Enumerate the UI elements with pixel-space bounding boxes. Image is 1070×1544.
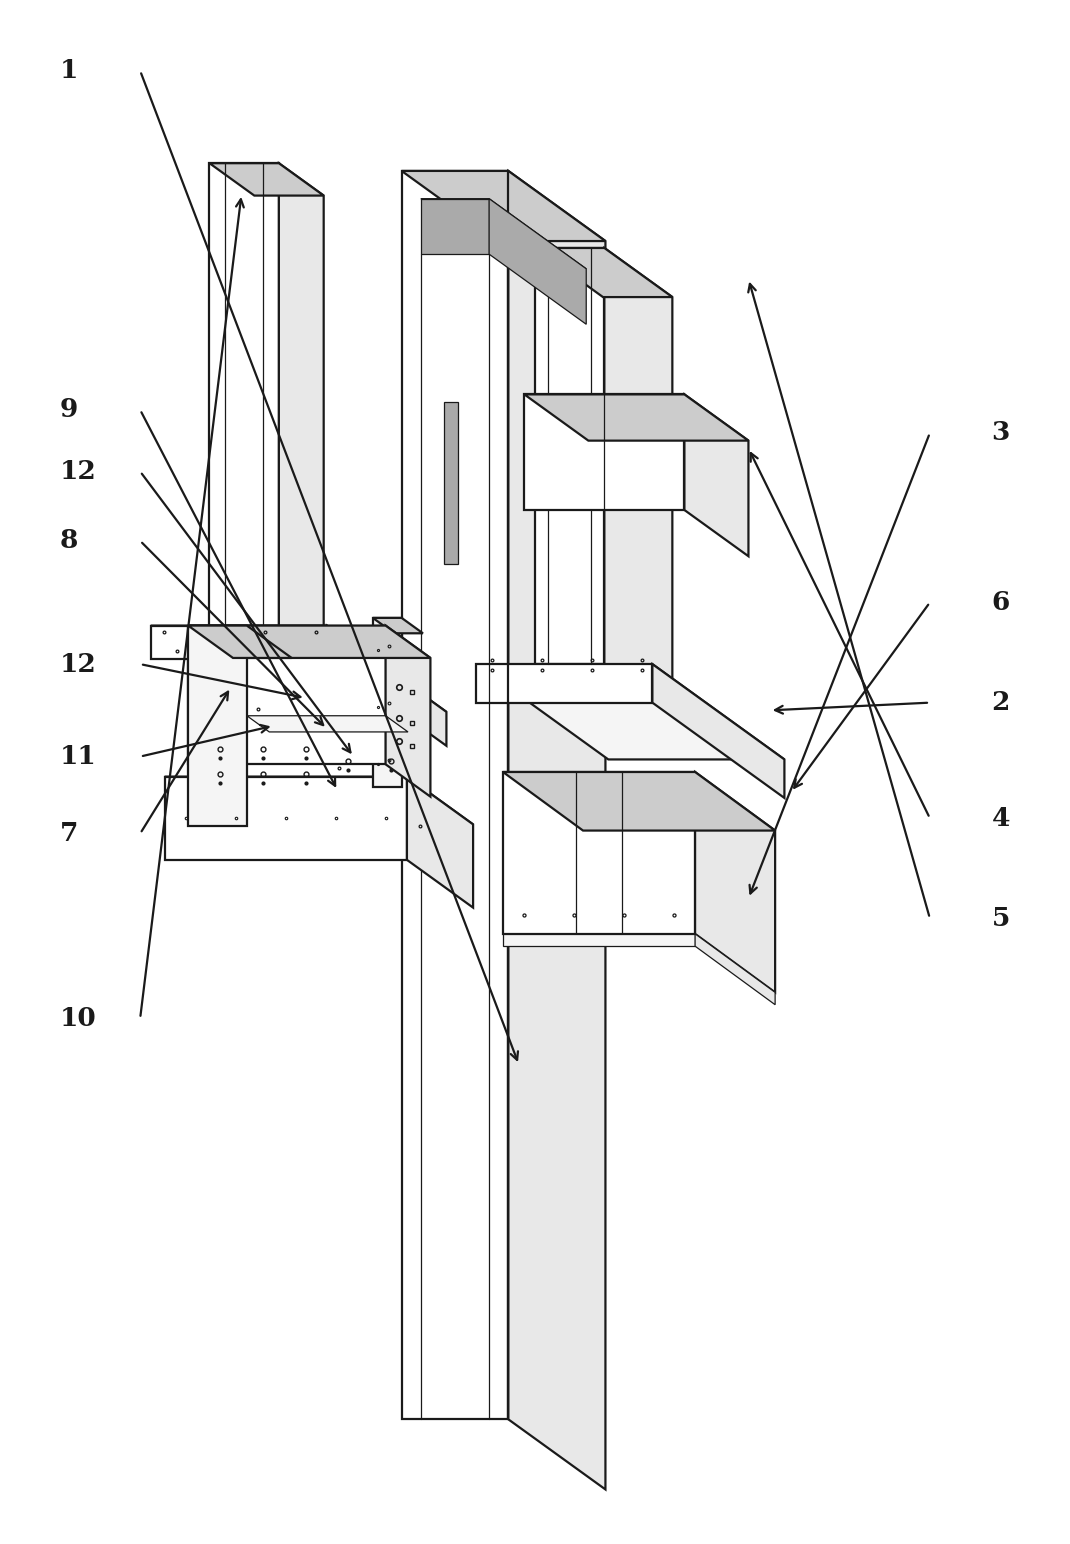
Polygon shape <box>151 625 327 659</box>
Text: 9: 9 <box>60 397 78 423</box>
Text: 11: 11 <box>60 744 97 769</box>
Polygon shape <box>421 199 586 269</box>
Polygon shape <box>696 772 775 993</box>
Text: 1: 1 <box>60 59 78 83</box>
Polygon shape <box>524 394 685 510</box>
Polygon shape <box>535 249 672 296</box>
Text: 2: 2 <box>992 690 1010 715</box>
Polygon shape <box>685 394 748 556</box>
Polygon shape <box>444 401 458 564</box>
Polygon shape <box>188 625 385 764</box>
Polygon shape <box>210 164 279 625</box>
Polygon shape <box>489 199 586 324</box>
Polygon shape <box>372 618 423 633</box>
Text: 12: 12 <box>60 459 97 483</box>
Polygon shape <box>407 777 473 908</box>
Text: 7: 7 <box>60 821 78 846</box>
Polygon shape <box>476 664 784 760</box>
Text: 5: 5 <box>992 906 1010 931</box>
Polygon shape <box>535 249 605 664</box>
Polygon shape <box>503 772 775 831</box>
Polygon shape <box>165 777 407 860</box>
Polygon shape <box>385 625 430 797</box>
Polygon shape <box>421 199 489 255</box>
Polygon shape <box>279 164 324 658</box>
Polygon shape <box>188 625 430 658</box>
Polygon shape <box>508 171 606 1490</box>
Polygon shape <box>696 934 775 1005</box>
Polygon shape <box>503 934 696 946</box>
Polygon shape <box>327 625 446 746</box>
Polygon shape <box>653 664 784 798</box>
Polygon shape <box>605 249 672 713</box>
Text: 3: 3 <box>992 420 1010 445</box>
Text: 6: 6 <box>992 590 1010 615</box>
Text: 10: 10 <box>60 1007 97 1031</box>
Polygon shape <box>188 625 292 658</box>
Polygon shape <box>165 777 473 824</box>
Polygon shape <box>210 164 324 196</box>
Polygon shape <box>151 625 446 712</box>
Text: 4: 4 <box>992 806 1010 831</box>
Polygon shape <box>188 625 247 826</box>
Polygon shape <box>476 664 653 703</box>
Polygon shape <box>247 716 408 732</box>
Text: 8: 8 <box>60 528 78 553</box>
Text: 12: 12 <box>60 652 97 676</box>
Polygon shape <box>524 394 748 440</box>
Polygon shape <box>372 618 401 787</box>
Polygon shape <box>401 171 508 1419</box>
Polygon shape <box>401 171 606 241</box>
Polygon shape <box>503 772 696 934</box>
